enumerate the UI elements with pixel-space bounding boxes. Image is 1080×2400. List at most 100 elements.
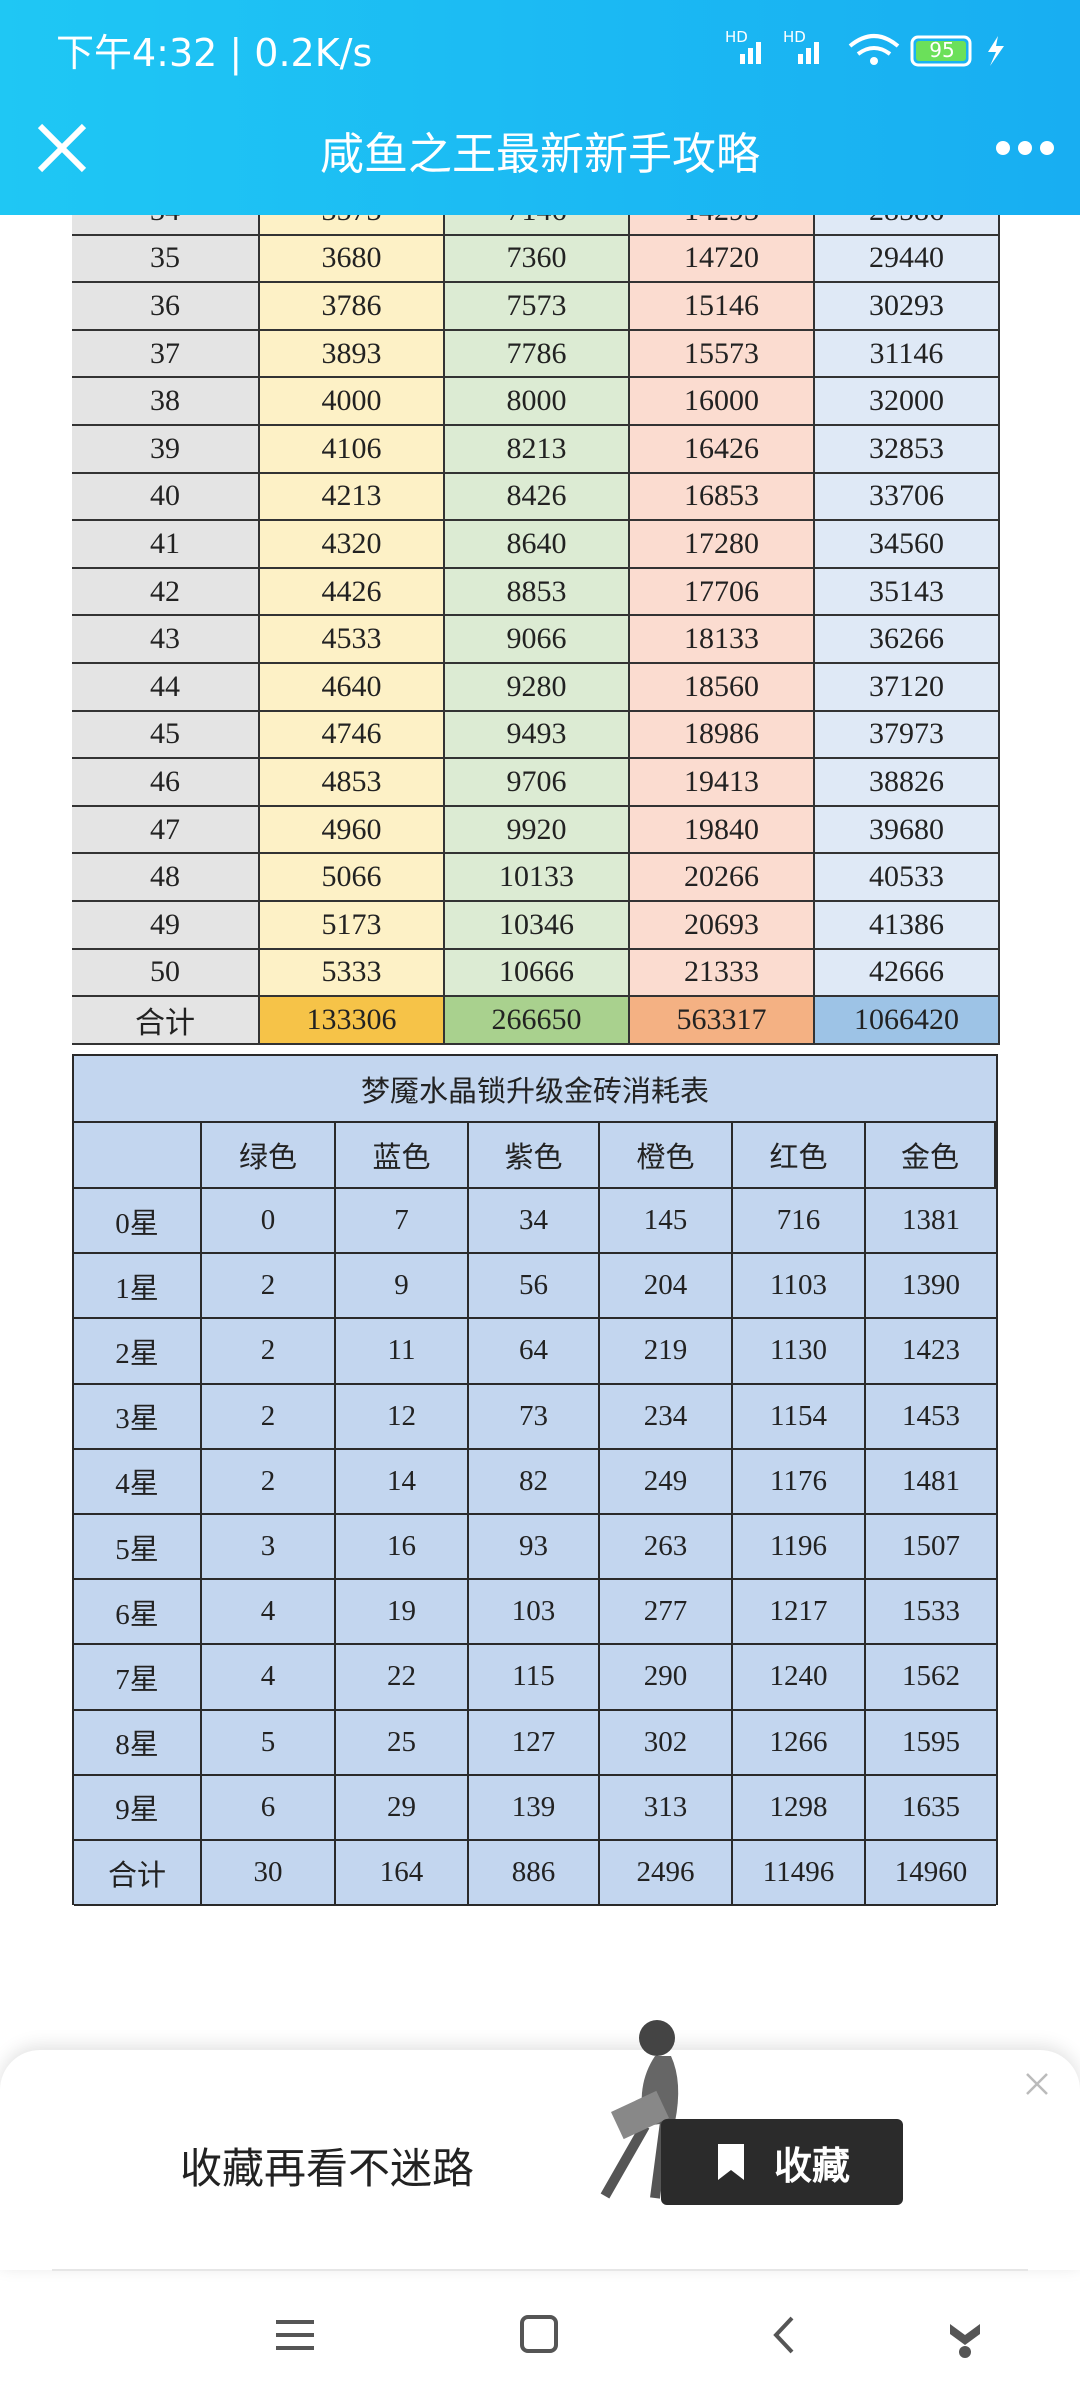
table-cell: 5173 [260, 902, 445, 950]
table-cell: 4853 [260, 759, 445, 807]
table-cell: 5星 [74, 1515, 202, 1581]
table-cell: 38826 [815, 759, 1000, 807]
close-button[interactable] [36, 122, 88, 174]
table-cell: 1595 [866, 1710, 996, 1776]
table-cell: 14720 [630, 235, 815, 284]
table-cell: 886 [469, 1841, 600, 1907]
total-cell: 1066420 [815, 997, 1000, 1045]
table-cell: 2星 [74, 1319, 202, 1385]
table-cell: 2 [202, 1254, 336, 1320]
system-nav [276, 2315, 980, 2358]
table-cell: 4000 [260, 378, 445, 426]
table-cell: 73 [469, 1384, 600, 1450]
table-cell: 29440 [815, 235, 1000, 284]
total-cell: 266650 [445, 997, 630, 1045]
table-cell: 9706 [445, 759, 630, 807]
table-cell: 41 [72, 521, 260, 569]
table-cell: 5333 [260, 949, 445, 998]
table-cell: 35143 [815, 568, 1000, 617]
header-cell: 金色 [866, 1123, 996, 1189]
table-cell: 1266 [733, 1710, 866, 1776]
collect-button[interactable]: 收藏 [661, 2119, 903, 2205]
table-cell: 8426 [445, 473, 630, 522]
table-cell: 14 [336, 1449, 469, 1515]
table-cell: 7786 [445, 330, 630, 379]
table-cell: 10666 [445, 949, 630, 998]
table-cell: 9 [336, 1254, 469, 1320]
table-cell: 9920 [445, 806, 630, 855]
table-cell: 82 [469, 1449, 600, 1515]
table-cell: 1240 [733, 1645, 866, 1711]
header-cell [74, 1123, 202, 1189]
table-cell: 3893 [260, 330, 445, 379]
table-cell: 1298 [733, 1775, 866, 1841]
table-cell: 3786 [260, 283, 445, 331]
table-title: 梦魇水晶锁升级金砖消耗表 [74, 1056, 996, 1123]
table-cell: 263 [600, 1515, 733, 1581]
table-cell: 145 [600, 1189, 733, 1255]
table-cell: 39680 [815, 806, 1000, 855]
table-cell: 43 [72, 616, 260, 664]
table-cell: 16000 [630, 378, 815, 426]
table-cell: 1381 [866, 1189, 996, 1255]
bottom-sheet: 收藏再看不迷路 收藏 [0, 2020, 1080, 2270]
table-cell: 22 [336, 1645, 469, 1711]
table-cell: 64 [469, 1319, 600, 1385]
table-cell: 7360 [445, 235, 630, 284]
table-cell: 4533 [260, 616, 445, 664]
article: 3435737146142932858635368073601472029440… [0, 215, 1080, 2045]
table-cell: 14293 [630, 215, 815, 236]
table-cell: 17280 [630, 521, 815, 569]
table-cell: 25 [336, 1710, 469, 1776]
table-cell: 4320 [260, 521, 445, 569]
table-cell: 39 [72, 426, 260, 474]
table-cell: 4星 [74, 1449, 202, 1515]
table-cell: 5066 [260, 854, 445, 902]
table-cell: 4640 [260, 664, 445, 712]
table-cell: 1176 [733, 1449, 866, 1515]
more-button[interactable] [995, 136, 1055, 160]
table-cell: 16853 [630, 473, 815, 522]
table-cell: 4106 [260, 426, 445, 474]
table-cell: 46 [72, 759, 260, 807]
table-cell: 0 [202, 1189, 336, 1255]
table-cell: 2496 [600, 1841, 733, 1907]
table-cell: 4 [202, 1580, 336, 1646]
table-cell: 31146 [815, 330, 1000, 379]
table-cell: 3 [202, 1515, 336, 1581]
table-cell: 34 [469, 1189, 600, 1255]
table-cell: 219 [600, 1319, 733, 1385]
table-cell: 1507 [866, 1515, 996, 1581]
table-cell: 42666 [815, 949, 1000, 998]
banner-text: 收藏再看不迷路 [180, 2144, 475, 2193]
table-cell: 19413 [630, 759, 815, 807]
table-cell: 18986 [630, 711, 815, 760]
dismiss-button[interactable] [1025, 2072, 1049, 2096]
table-cell: 1103 [733, 1254, 866, 1320]
table-cell: 20693 [630, 902, 815, 950]
table-cell: 19 [336, 1580, 469, 1646]
total-cell: 563317 [630, 997, 815, 1045]
table-cell: 10133 [445, 854, 630, 902]
header-cell: 红色 [733, 1123, 866, 1189]
battery-level: 95 [929, 38, 955, 62]
table-cell: 4213 [260, 473, 445, 522]
table-cell: 49 [72, 902, 260, 950]
table-cell: 7146 [445, 215, 630, 236]
hd-label: HD [725, 28, 748, 46]
table-cell: 3680 [260, 235, 445, 284]
table-cell: 2 [202, 1319, 336, 1385]
table-cell: 127 [469, 1710, 600, 1776]
table-cell: 17706 [630, 568, 815, 617]
table-cell: 234 [600, 1384, 733, 1450]
header-cell: 橙色 [600, 1123, 733, 1189]
table-cell: 10346 [445, 902, 630, 950]
table-cell: 8213 [445, 426, 630, 474]
table-cell: 15573 [630, 330, 815, 379]
table-cell: 40 [72, 473, 260, 522]
header-cell: 绿色 [202, 1123, 336, 1189]
table-cell: 20266 [630, 854, 815, 902]
table-cell: 115 [469, 1645, 600, 1711]
bookmark-icon [717, 2144, 744, 2180]
